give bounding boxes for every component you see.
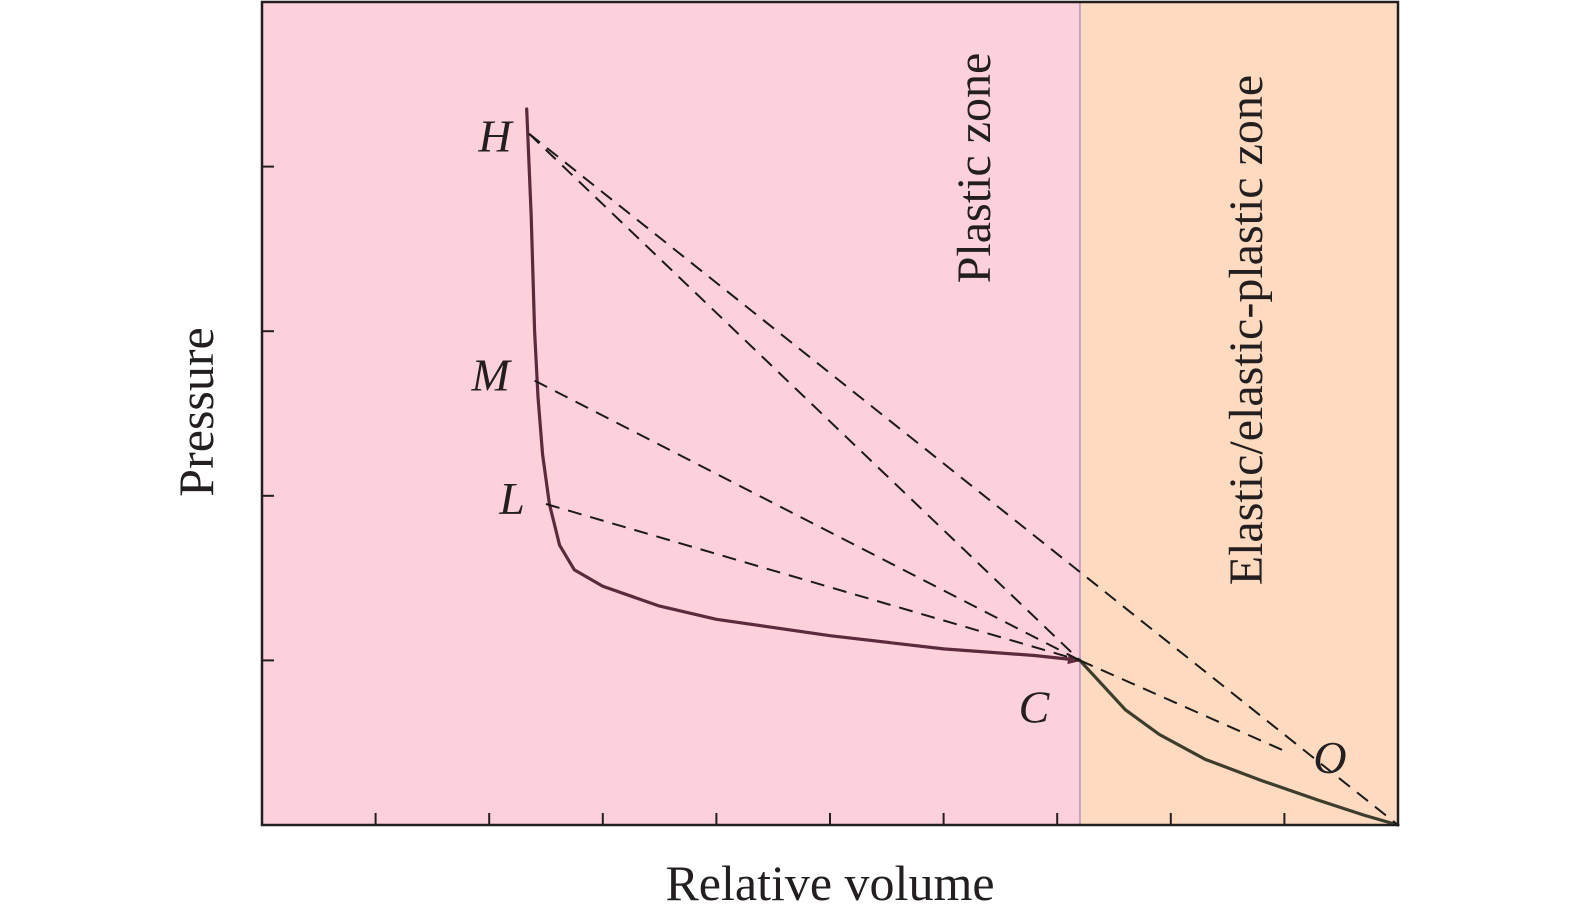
dashed-line-4	[545, 503, 1081, 662]
dashed-line-2	[528, 132, 1081, 662]
axes-layer	[260, 0, 1400, 827]
zones-layer	[262, 2, 1398, 825]
elastic-zone-region	[1079, 2, 1398, 825]
elastic-zone-label: Elastic/elastic-plastic zone	[1220, 75, 1273, 585]
plastic-zone-region	[262, 2, 1080, 825]
point-label-h: H	[477, 111, 514, 162]
point-label-c: C	[1019, 681, 1051, 732]
series-layer	[525, 107, 1400, 827]
y-axis-title: Pressure	[168, 327, 224, 496]
dashed-line-3	[534, 379, 1081, 662]
point-label-m: M	[470, 350, 512, 401]
dashed-line-6	[1079, 659, 1285, 752]
point-label-o: O	[1313, 732, 1346, 783]
plastic-zone-label: Plastic zone	[948, 53, 1001, 284]
x-axis-title: Relative volume	[665, 855, 994, 911]
curve-1	[1078, 658, 1400, 827]
curve-0	[525, 107, 1082, 665]
point-label-l: L	[498, 473, 525, 524]
labels-layer: Relative volume Pressure Plastic zone Ela…	[168, 53, 1347, 911]
dashed-line-5	[528, 132, 1399, 826]
